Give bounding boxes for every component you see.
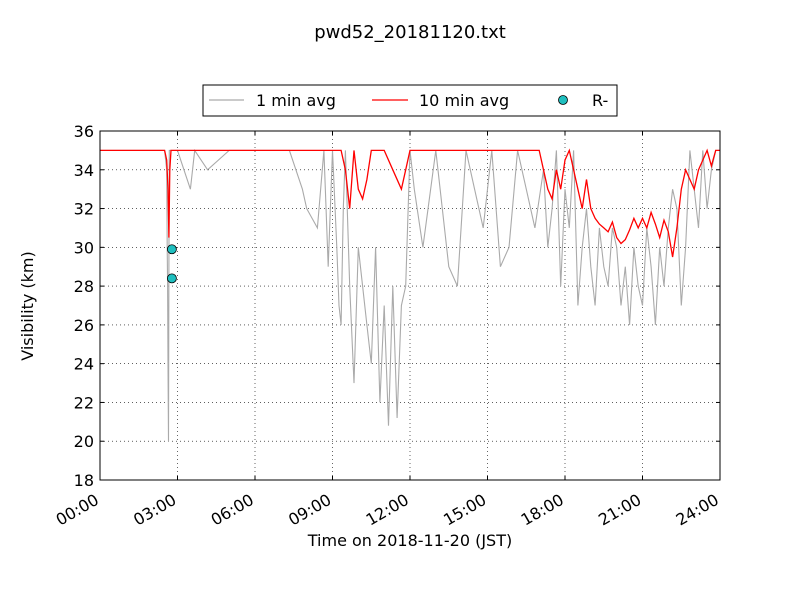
grid xyxy=(100,131,720,480)
y-tick-label: 22 xyxy=(74,393,94,412)
legend-label-rain: R- xyxy=(592,91,608,110)
x-tick-label: 03:00 xyxy=(130,490,179,530)
legend-label-10min: 10 min avg xyxy=(419,91,509,110)
y-tick-label: 24 xyxy=(74,355,94,374)
y-tick-label: 30 xyxy=(74,238,94,257)
y-tick-label: 26 xyxy=(74,316,94,335)
y-tick-label: 36 xyxy=(74,122,94,141)
y-tick-label: 20 xyxy=(74,432,94,451)
y-tick-label: 32 xyxy=(74,200,94,219)
x-tick-label: 21:00 xyxy=(595,490,644,530)
x-tick-label: 06:00 xyxy=(208,490,257,530)
x-tick-label: 18:00 xyxy=(518,490,567,530)
y-tick-label: 18 xyxy=(74,471,94,490)
x-tick-label: 09:00 xyxy=(285,490,334,530)
plot-series xyxy=(100,148,720,442)
legend-box xyxy=(202,84,618,117)
x-tick-label: 00:00 xyxy=(53,490,102,530)
y-axis: 18 20 22 24 26 28 30 32 34 36 xyxy=(74,122,720,490)
x-tick-label: 12:00 xyxy=(363,490,412,530)
x-axis-label: Time on 2018-11-20 (JST) xyxy=(307,531,512,550)
x-axis: 00:00 03:00 06:00 09:00 12:00 15:00 18:00 21:00… xyxy=(53,131,722,530)
series-10min-line xyxy=(100,148,720,258)
chart-title: pwd52_20181120.txt xyxy=(314,22,506,43)
legend: 1 min avg 10 min avg R- xyxy=(202,84,618,117)
y-tick-label: 34 xyxy=(74,161,94,180)
rain-marker xyxy=(167,244,177,255)
y-axis-label: Visibility (km) xyxy=(18,251,37,360)
legend-marker-rain xyxy=(558,95,568,105)
y-tick-label: 28 xyxy=(74,277,94,296)
rain-marker xyxy=(167,273,177,284)
legend-label-1min: 1 min avg xyxy=(256,91,336,110)
x-tick-label: 24:00 xyxy=(673,490,722,530)
x-tick-label: 15:00 xyxy=(440,490,489,530)
